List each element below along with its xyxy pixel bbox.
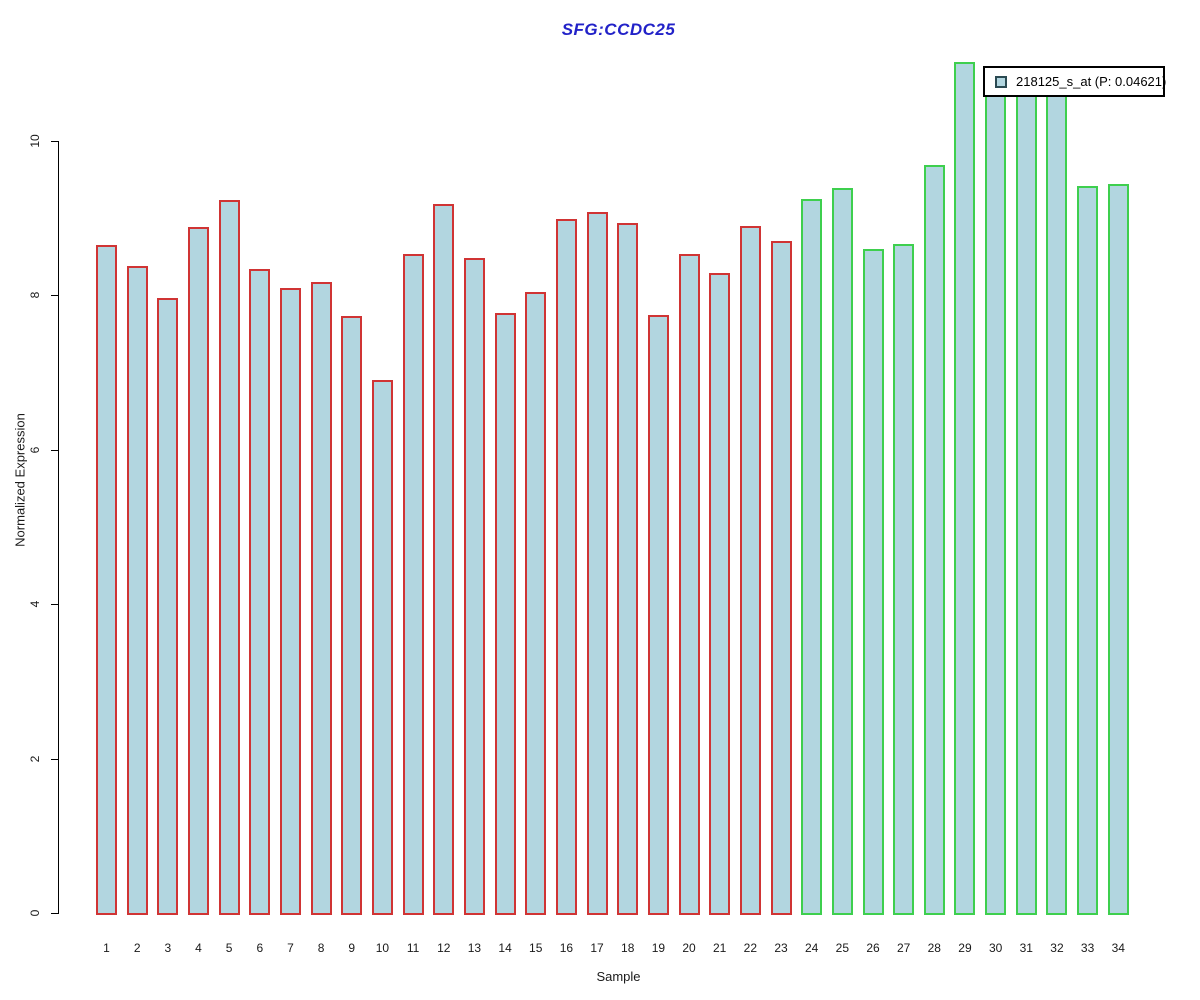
x-tick-label-9: 9 [348,941,356,955]
bar-sample-34 [1107,184,1129,915]
x-tick-label-17: 17 [590,941,604,955]
y-tick-mark [51,449,58,451]
bar-sample-27 [893,244,915,915]
chart-title: SFG:CCDC25 [561,20,676,39]
bar-sample-23 [770,241,792,915]
bar-sample-24 [801,198,823,915]
bar-sample-20 [678,254,700,915]
x-tick-label-6: 6 [256,941,264,955]
y-tick-mark [51,758,58,760]
x-tick-label-18: 18 [621,941,635,955]
x-tick-label-28: 28 [927,941,941,955]
x-tick-label-19: 19 [651,941,666,955]
bar-sample-18 [617,222,639,915]
x-tick-label-22: 22 [743,941,758,955]
bar-sample-5 [218,200,240,915]
x-tick-label-7: 7 [287,941,294,955]
bar-sample-30 [985,79,1007,915]
x-tick-label-23: 23 [774,941,788,955]
x-tick-label-29: 29 [958,941,972,955]
y-tick-label: 8 [28,292,42,299]
bar-sample-9 [341,316,363,915]
bar-sample-22 [739,225,761,915]
y-tick-label: 0 [28,909,42,917]
bar-sample-7 [279,288,301,915]
x-tick-label-20: 20 [682,941,696,955]
bar-sample-14 [494,313,516,915]
bar-sample-31 [1015,79,1037,915]
y-tick-label: 2 [28,755,42,762]
bar-sample-21 [709,273,731,915]
bar-sample-19 [647,314,669,915]
x-tick-label-4: 4 [195,941,202,955]
bar-sample-17 [586,212,608,915]
bar-sample-25 [831,188,853,915]
y-tick-label: 4 [28,600,42,608]
x-tick-label-16: 16 [559,941,574,955]
bar-sample-12 [433,204,455,915]
y-tick-mark [51,604,58,606]
x-tick-label-5: 5 [225,941,233,955]
x-tick-label-14: 14 [498,941,512,955]
x-tick-label-32: 32 [1050,941,1064,955]
x-tick-label-3: 3 [164,941,172,955]
bar-sample-15 [525,291,547,915]
y-tick-label: 10 [28,134,42,148]
x-tick-label-2: 2 [133,941,141,955]
bar-sample-28 [923,164,945,915]
bar-sample-10 [371,379,393,915]
bar-sample-4 [187,227,209,915]
legend-swatch-icon [995,75,1007,88]
x-tick-label-8: 8 [317,941,325,955]
legend-label: 218125_s_at (P: 0.04621) [1016,74,1167,89]
y-tick-mark [51,141,58,142]
x-tick-label-10: 10 [375,941,390,955]
legend: 218125_s_at (P: 0.04621) [983,66,1167,97]
bar-sample-2 [126,266,148,915]
y-tick-mark [51,913,58,914]
x-tick-label-13: 13 [467,941,482,955]
y-tick-label: 6 [28,446,42,454]
x-tick-label-11: 11 [406,941,420,955]
bar-sample-13 [463,258,485,915]
x-tick-label-21: 21 [713,941,727,955]
bar-sample-11 [402,254,424,915]
x-axis-label: Sample [596,969,641,984]
y-axis-line [58,141,59,914]
x-tick-label-34: 34 [1111,941,1125,955]
bar-sample-26 [862,249,884,915]
x-tick-label-12: 12 [437,941,451,955]
x-tick-label-33: 33 [1080,941,1095,955]
bar-sample-3 [157,297,179,915]
bar-sample-16 [555,218,577,915]
bar-sample-32 [1046,80,1068,915]
bar-sample-6 [249,269,271,915]
x-tick-label-31: 31 [1019,941,1033,955]
bar-sample-8 [310,282,332,915]
bar-sample-29 [954,62,976,915]
x-tick-label-24: 24 [804,941,819,955]
y-axis-label: Normalized Expression [12,413,28,547]
x-tick-label-1: 1 [103,941,110,955]
x-tick-label-26: 26 [866,941,880,955]
y-tick-mark [51,295,58,297]
x-tick-label-15: 15 [529,941,543,955]
bar-sample-1 [96,245,117,915]
bar-sample-33 [1077,185,1099,915]
x-tick-label-25: 25 [835,941,850,955]
x-tick-label-27: 27 [896,941,911,955]
x-tick-label-30: 30 [988,941,1003,955]
